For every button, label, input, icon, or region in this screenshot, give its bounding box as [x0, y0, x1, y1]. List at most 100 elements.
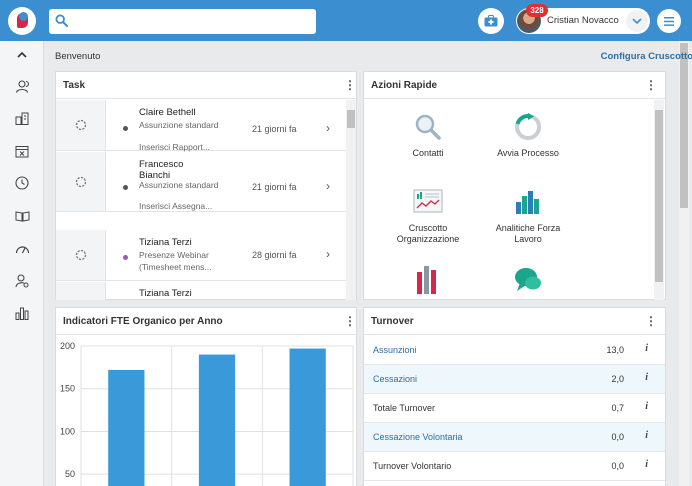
task-row[interactable]: Francesco Bianchi Assunzione standard In… — [56, 152, 346, 212]
task-scrollbar[interactable] — [346, 100, 356, 300]
sidebar-item-calendar[interactable] — [14, 143, 30, 159]
turnover-row: Turnover Volontario 0,0 i — [364, 452, 665, 481]
sidebar-item-time[interactable] — [14, 175, 30, 191]
quick-action-label: Contatti — [412, 148, 444, 158]
app-logo[interactable] — [8, 7, 36, 35]
top-bar: 328 Cristian Novacco — [0, 0, 692, 41]
task-panel-header: Task ⋮ — [56, 72, 356, 99]
dashboard-icon — [413, 189, 443, 213]
task-panel-menu-icon[interactable]: ⋮ — [344, 78, 356, 92]
turnover-menu-icon[interactable]: ⋮ — [645, 314, 657, 328]
turnover-value: 2,0 — [611, 374, 624, 384]
info-icon[interactable]: i — [645, 401, 648, 412]
y-tick-label: 50 — [65, 469, 75, 479]
quick-action-label: Cruscotto Organizzazione — [396, 223, 460, 244]
quick-actions-scrollbar[interactable] — [654, 100, 664, 300]
search-box[interactable] — [49, 9, 316, 34]
spinner-icon — [75, 119, 86, 131]
sidebar-item-user-settings[interactable] — [14, 273, 30, 289]
sidebar-item-performance[interactable] — [14, 240, 30, 256]
task-assignee: Claire Bethell — [139, 107, 196, 118]
turnover-label: Totale Turnover — [373, 403, 436, 413]
turnover-label-link[interactable]: Assunzioni — [373, 345, 417, 355]
magnifier-icon — [415, 114, 441, 140]
page-title: Benvenuto — [55, 51, 101, 62]
user-name: Cristian Novacco — [547, 15, 619, 26]
quick-actions-menu-icon[interactable]: ⋮ — [645, 78, 657, 92]
page-scrollbar-thumb[interactable] — [680, 43, 688, 208]
fte-panel-menu-icon[interactable]: ⋮ — [344, 314, 356, 328]
fte-bar[interactable] — [198, 354, 236, 486]
task-type: Assunzione standard — [139, 180, 219, 190]
task-time: 21 giorni fa — [252, 182, 297, 192]
fte-bar[interactable] — [108, 369, 145, 486]
quick-action-reports[interactable] — [388, 262, 468, 294]
turnover-row: Cessazione Volontaria 0,0 i — [364, 423, 665, 452]
quick-actions-header: Azioni Rapide ⋮ — [364, 72, 665, 99]
user-menu[interactable]: 328 Cristian Novacco — [516, 4, 650, 34]
chevron-right-icon[interactable]: › — [326, 121, 330, 135]
turnover-row: Totale Turnover 0,7 i — [364, 394, 665, 423]
page-scrollbar[interactable] — [679, 41, 689, 486]
quick-actions-scrollbar-thumb[interactable] — [655, 110, 663, 282]
turnover-value: 0,0 — [611, 461, 624, 471]
task-detail: Inserisci Rapport... — [139, 142, 210, 152]
fte-panel-title: Indicatori FTE Organico per Anno — [63, 316, 223, 327]
bar-chart-icon — [15, 307, 29, 320]
turnover-panel: Turnover ⋮ Assunzioni 13,0 i Cessazioni … — [363, 307, 666, 486]
logo-mark-cutout — [19, 12, 28, 21]
quick-action-contacts[interactable]: Contatti — [388, 109, 468, 159]
info-icon[interactable]: i — [645, 430, 648, 441]
sidebar-item-organization[interactable] — [14, 110, 30, 126]
info-icon[interactable]: i — [645, 459, 648, 470]
turnover-label: Turnover Volontario — [373, 461, 452, 471]
user-gear-icon — [15, 274, 29, 288]
task-panel: Task ⋮ Claire Bethell Assunzione standar… — [55, 71, 357, 300]
task-assignee: Tiziana Terzi — [139, 237, 192, 248]
search-input[interactable] — [75, 12, 310, 31]
task-row[interactable]: Claire Bethell Assunzione standard Inser… — [56, 100, 346, 152]
quick-action-workforce-analytics[interactable]: Analitiche Forza Lavoro — [488, 184, 568, 245]
task-row[interactable]: Tiziana Terzi — [56, 282, 346, 300]
quick-action-messages[interactable] — [488, 262, 568, 294]
quick-action-start-process[interactable]: Avvia Processo — [488, 109, 568, 159]
quick-actions-title: Azioni Rapide — [371, 80, 438, 91]
turnover-row: Cessazioni 2,0 i — [364, 365, 665, 394]
fte-bar[interactable] — [289, 348, 326, 486]
medical-kit-icon — [484, 15, 498, 27]
sidebar-item-people[interactable] — [14, 78, 30, 94]
book-icon — [15, 211, 29, 222]
y-tick-label: 200 — [60, 341, 75, 351]
collapse-button[interactable] — [14, 47, 30, 63]
task-status-cell — [56, 282, 106, 300]
medical-kit-button[interactable] — [478, 8, 504, 34]
task-status-cell — [56, 230, 106, 280]
refresh-icon — [515, 113, 542, 140]
chevron-right-icon[interactable]: › — [326, 179, 330, 193]
turnover-label-link[interactable]: Cessazione Volontaria — [373, 432, 463, 442]
turnover-title: Turnover — [371, 316, 414, 327]
task-scrollbar-thumb[interactable] — [347, 110, 355, 128]
sidebar-item-learning[interactable] — [14, 208, 30, 224]
task-status-cell — [56, 152, 106, 211]
chat-icon — [515, 268, 541, 291]
spinner-icon — [75, 249, 86, 261]
notification-badge[interactable]: 328 — [526, 4, 548, 17]
hamburger-menu-button[interactable] — [657, 9, 681, 33]
task-detail: (Timesheet mens... — [139, 262, 212, 272]
task-row[interactable]: Tiziana Terzi Presenze Webinar (Timeshee… — [56, 230, 346, 281]
task-assignee: Tiziana Terzi — [139, 288, 192, 299]
user-menu-toggle[interactable] — [626, 10, 648, 32]
clock-icon — [15, 176, 29, 190]
task-panel-title: Task — [63, 80, 86, 91]
task-type: Assunzione standard — [139, 120, 219, 130]
task-type-dot — [123, 185, 128, 190]
chevron-right-icon[interactable]: › — [326, 247, 330, 261]
quick-action-org-dashboard[interactable]: Cruscotto Organizzazione — [388, 184, 468, 245]
task-assignee: Francesco Bianchi — [139, 159, 184, 181]
sidebar-item-analytics[interactable] — [14, 305, 30, 321]
configure-dashboard-link[interactable]: Configura Cruscotto — [600, 51, 692, 62]
info-icon[interactable]: i — [645, 372, 648, 383]
info-icon[interactable]: i — [645, 343, 648, 354]
turnover-label-link[interactable]: Cessazioni — [373, 374, 418, 384]
